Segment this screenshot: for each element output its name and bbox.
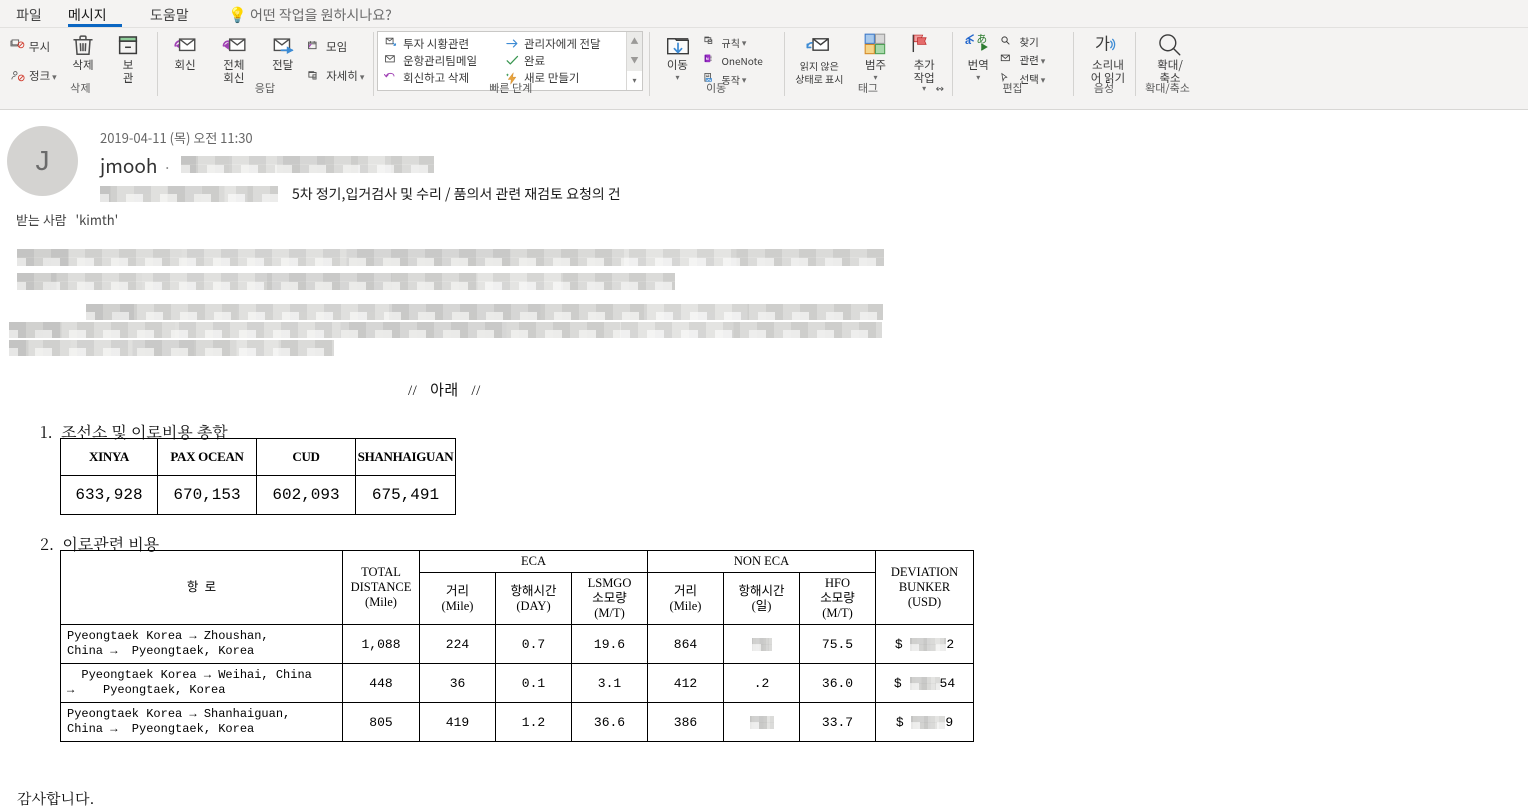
svg-text:가: 가: [1095, 35, 1110, 53]
svg-text:N: N: [705, 56, 708, 61]
